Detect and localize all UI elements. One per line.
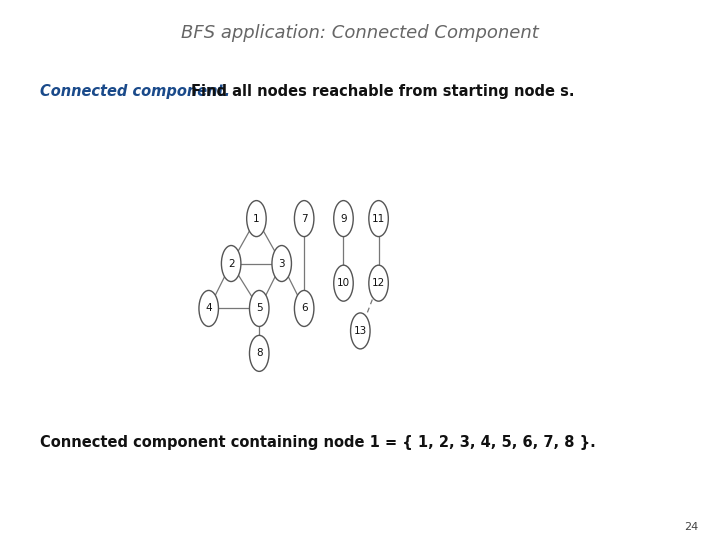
Text: 13: 13 — [354, 326, 367, 336]
Text: Connected component containing node 1 = { 1, 2, 3, 4, 5, 6, 7, 8 }.: Connected component containing node 1 = … — [40, 435, 595, 450]
Text: Connected component.: Connected component. — [40, 84, 230, 99]
Ellipse shape — [369, 265, 388, 301]
Text: BFS application: Connected Component: BFS application: Connected Component — [181, 24, 539, 42]
Text: 24: 24 — [684, 522, 698, 532]
Ellipse shape — [334, 265, 354, 301]
Ellipse shape — [250, 291, 269, 327]
Text: 10: 10 — [337, 278, 350, 288]
Ellipse shape — [222, 246, 241, 281]
Ellipse shape — [334, 200, 354, 237]
Text: 6: 6 — [301, 303, 307, 313]
Text: 7: 7 — [301, 214, 307, 224]
Text: 1: 1 — [253, 214, 260, 224]
Ellipse shape — [294, 200, 314, 237]
Text: 12: 12 — [372, 278, 385, 288]
Text: 11: 11 — [372, 214, 385, 224]
Ellipse shape — [250, 335, 269, 372]
Text: 9: 9 — [340, 214, 347, 224]
Ellipse shape — [294, 291, 314, 327]
Text: 2: 2 — [228, 259, 235, 268]
Text: 4: 4 — [205, 303, 212, 313]
Ellipse shape — [369, 200, 388, 237]
Text: 8: 8 — [256, 348, 263, 359]
Text: 5: 5 — [256, 303, 263, 313]
Text: 3: 3 — [279, 259, 285, 268]
Ellipse shape — [272, 246, 292, 281]
Text: Find all nodes reachable from starting node s.: Find all nodes reachable from starting n… — [191, 84, 575, 99]
Ellipse shape — [351, 313, 370, 349]
Ellipse shape — [199, 291, 218, 327]
Ellipse shape — [247, 200, 266, 237]
